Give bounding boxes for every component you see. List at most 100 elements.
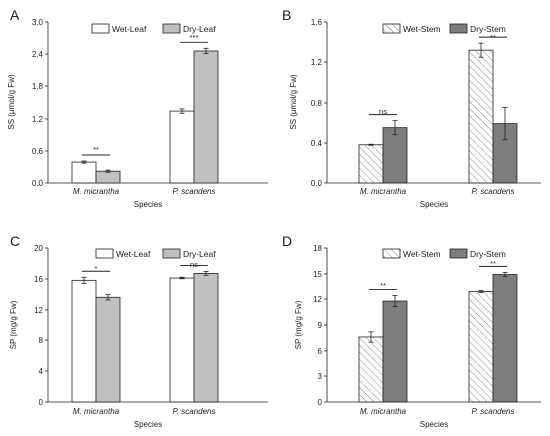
bar [169,277,195,403]
bar [358,144,384,184]
y-tick-label: 16 [34,275,43,284]
x-axis-title: Species [420,200,448,209]
significance-label: ns [379,107,387,116]
y-ticks: 0.0 0.6 1.2 1.8 2.4 3.0 [32,18,48,188]
y-tick-label: 2.4 [32,50,44,59]
legend-label: Wet-Leaf [116,249,151,259]
bar [169,110,195,184]
bar [95,170,121,184]
legend: Wet-Stem Dry-Stem [382,248,506,259]
y-axis-title: SP (mg/g Fw) [9,300,18,349]
category-label: P. scandens [472,187,515,196]
bar [193,273,219,403]
y-tick-label: 12 [313,295,322,304]
bars [71,41,219,184]
y-tick-label: 15 [313,270,322,279]
legend-swatch [449,248,468,259]
panel-d: D 0 3 6 9 12 15 18 SP (mg/g Fw) M. micra… [282,233,541,429]
panel-letter: B [282,7,291,23]
legend: Wet-Stem Dry-Stem [382,23,506,34]
bars [358,265,518,403]
legend-swatch [382,248,401,259]
legend-label: Dry-Leaf [183,249,216,259]
legend-swatch [91,23,110,34]
y-tick-label: 1.2 [32,115,44,124]
y-tick-label: 18 [313,244,322,253]
legend-label: Dry-Stem [470,24,506,34]
y-tick-label: 1.6 [311,18,323,27]
legend-label: Dry-Stem [470,249,506,259]
y-tick-label: 3 [318,372,323,381]
y-tick-label: 0.6 [32,147,44,156]
y-tick-label: 0 [318,398,323,407]
legend-swatch [162,248,181,259]
y-axis-title: SS (μmol/g Fw) [289,74,298,130]
panel-b: B 0.0 0.4 0.8 1.2 1.6 SS (μmol/g Fw) M. … [282,7,541,209]
category-label: M. micrantha [360,407,407,416]
legend: Wet-Leaf Dry-Leaf [91,23,216,34]
significance-label: ** [490,33,496,42]
y-tick-label: 9 [318,321,323,330]
bar [71,161,97,184]
x-axis-title: Species [134,200,162,209]
legend-label: Wet-Stem [403,24,441,34]
category-label: P. scandens [173,187,216,196]
legend-swatch [382,23,401,34]
y-tick-label: 3.0 [32,18,44,27]
legend: Wet-Leaf Dry-Leaf [95,248,216,259]
y-ticks: 0 4 8 12 16 20 [34,244,48,407]
category-label: P. scandens [173,407,216,416]
y-tick-label: 0.8 [311,99,323,108]
bar [71,279,97,403]
significance-label: ** [93,145,99,154]
y-tick-label: 0 [39,398,44,407]
y-tick-label: 1.8 [32,82,44,91]
bars [358,36,518,184]
y-tick-label: 12 [34,306,43,315]
category-label: M. micrantha [360,187,407,196]
y-ticks: 0 3 6 9 12 15 18 [313,244,327,407]
legend-label: Wet-Stem [403,249,441,259]
legend-swatch [449,23,468,34]
category-label: M. micrantha [73,407,120,416]
bar [358,336,384,403]
y-tick-label: 6 [318,347,323,356]
legend-label: Dry-Leaf [183,24,216,34]
legend-label: Wet-Leaf [112,24,147,34]
y-tick-label: 0.4 [311,139,323,148]
bar [468,49,494,184]
bars [71,265,219,403]
y-axis-title: SS (μmol/g Fw) [7,74,16,130]
bar [382,127,408,184]
y-tick-label: 4 [39,367,44,376]
y-tick-label: 1.2 [311,58,323,67]
y-tick-label: 20 [34,244,43,253]
x-axis-title: Species [420,420,448,429]
significance-label: * [95,264,98,273]
significance-label: ns [190,260,198,269]
significance-label: ** [490,259,496,268]
x-axis-title: Species [134,420,162,429]
y-tick-label: 0.0 [311,179,323,188]
panel-letter: A [10,7,20,23]
panel-c: C 0 4 8 12 16 20 SP (mg/g Fw) M. micrant… [9,233,268,429]
category-label: P. scandens [472,407,515,416]
bar [193,50,219,184]
y-tick-label: 8 [39,336,44,345]
panel-letter: C [10,233,20,249]
y-tick-label: 0.0 [32,179,44,188]
bar [492,274,518,403]
y-axis-title: SP (mg/g Fw) [294,300,303,349]
significance-label: ** [380,281,386,290]
bar [382,300,408,403]
significance-label: *** [190,33,199,42]
panel-letter: D [282,233,292,249]
bar [95,296,121,403]
legend-swatch [162,23,181,34]
bar [468,291,494,403]
y-ticks: 0.0 0.4 0.8 1.2 1.6 [311,18,327,188]
category-label: M. micrantha [73,187,120,196]
panel-a: A 0.0 0.6 1.2 1.8 2.4 3.0 SS (μmol/g Fw)… [7,7,268,209]
legend-swatch [95,248,114,259]
